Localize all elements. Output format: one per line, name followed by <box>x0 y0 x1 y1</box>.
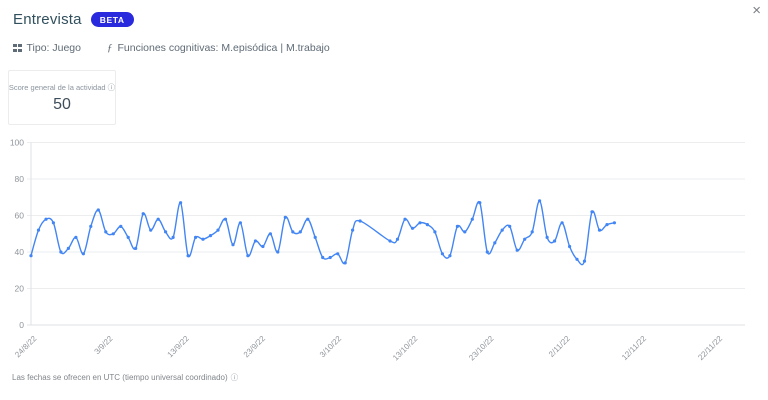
activity-type-label: Tipo: Juego <box>26 42 81 54</box>
svg-text:0: 0 <box>19 320 24 330</box>
score-line-chart-svg: 0 20 40 60 80 100 24/8/22 3/9/22 13/9/22 23/9/22 3… <box>10 138 745 363</box>
function-icon: ƒ <box>106 42 113 54</box>
svg-text:2/11/22: 2/11/22 <box>547 334 572 359</box>
cognitive-functions: ƒ Funciones cognitivas: M.episódica | M.… <box>107 42 330 54</box>
svg-text:23/9/22: 23/9/22 <box>242 334 268 360</box>
svg-text:13/9/22: 13/9/22 <box>166 334 192 360</box>
cognitive-functions-label: Funciones cognitivas: M.episódica | M.tr… <box>117 42 330 54</box>
category-icon <box>13 43 22 53</box>
svg-text:13/10/22: 13/10/22 <box>391 334 420 363</box>
close-icon[interactable]: × <box>752 2 761 19</box>
svg-text:3/10/22: 3/10/22 <box>318 334 344 360</box>
score-card-label: Score general de la actividad ⓘ <box>8 82 116 92</box>
page-title: Entrevista <box>13 11 82 28</box>
activity-type: Tipo: Juego <box>13 42 81 54</box>
info-icon[interactable]: ⓘ <box>107 82 116 92</box>
info-icon[interactable]: ⓘ <box>230 373 239 382</box>
score-card: Score general de la actividad ⓘ 50 <box>8 70 116 125</box>
svg-text:40: 40 <box>15 247 25 257</box>
svg-text:100: 100 <box>10 138 24 148</box>
activity-meta: Tipo: Juego ƒ Funciones cognitivas: M.ep… <box>13 42 330 54</box>
svg-text:80: 80 <box>15 174 25 184</box>
score-line-chart: 0 20 40 60 80 100 24/8/22 3/9/22 13/9/22 23/9/22 3… <box>0 135 768 370</box>
score-value: 50 <box>53 95 71 113</box>
svg-text:24/8/22: 24/8/22 <box>13 334 39 360</box>
svg-text:23/10/22: 23/10/22 <box>467 334 496 363</box>
beta-badge: BETA <box>90 12 134 27</box>
svg-text:12/11/22: 12/11/22 <box>620 334 648 362</box>
svg-text:22/11/22: 22/11/22 <box>696 334 724 362</box>
page-header: Entrevista BETA <box>13 11 134 28</box>
svg-text:3/9/22: 3/9/22 <box>93 334 115 356</box>
utc-footer-note: Las fechas se ofrecen en UTC (tiempo uni… <box>12 373 239 382</box>
svg-text:20: 20 <box>15 284 25 294</box>
svg-text:60: 60 <box>15 211 25 221</box>
